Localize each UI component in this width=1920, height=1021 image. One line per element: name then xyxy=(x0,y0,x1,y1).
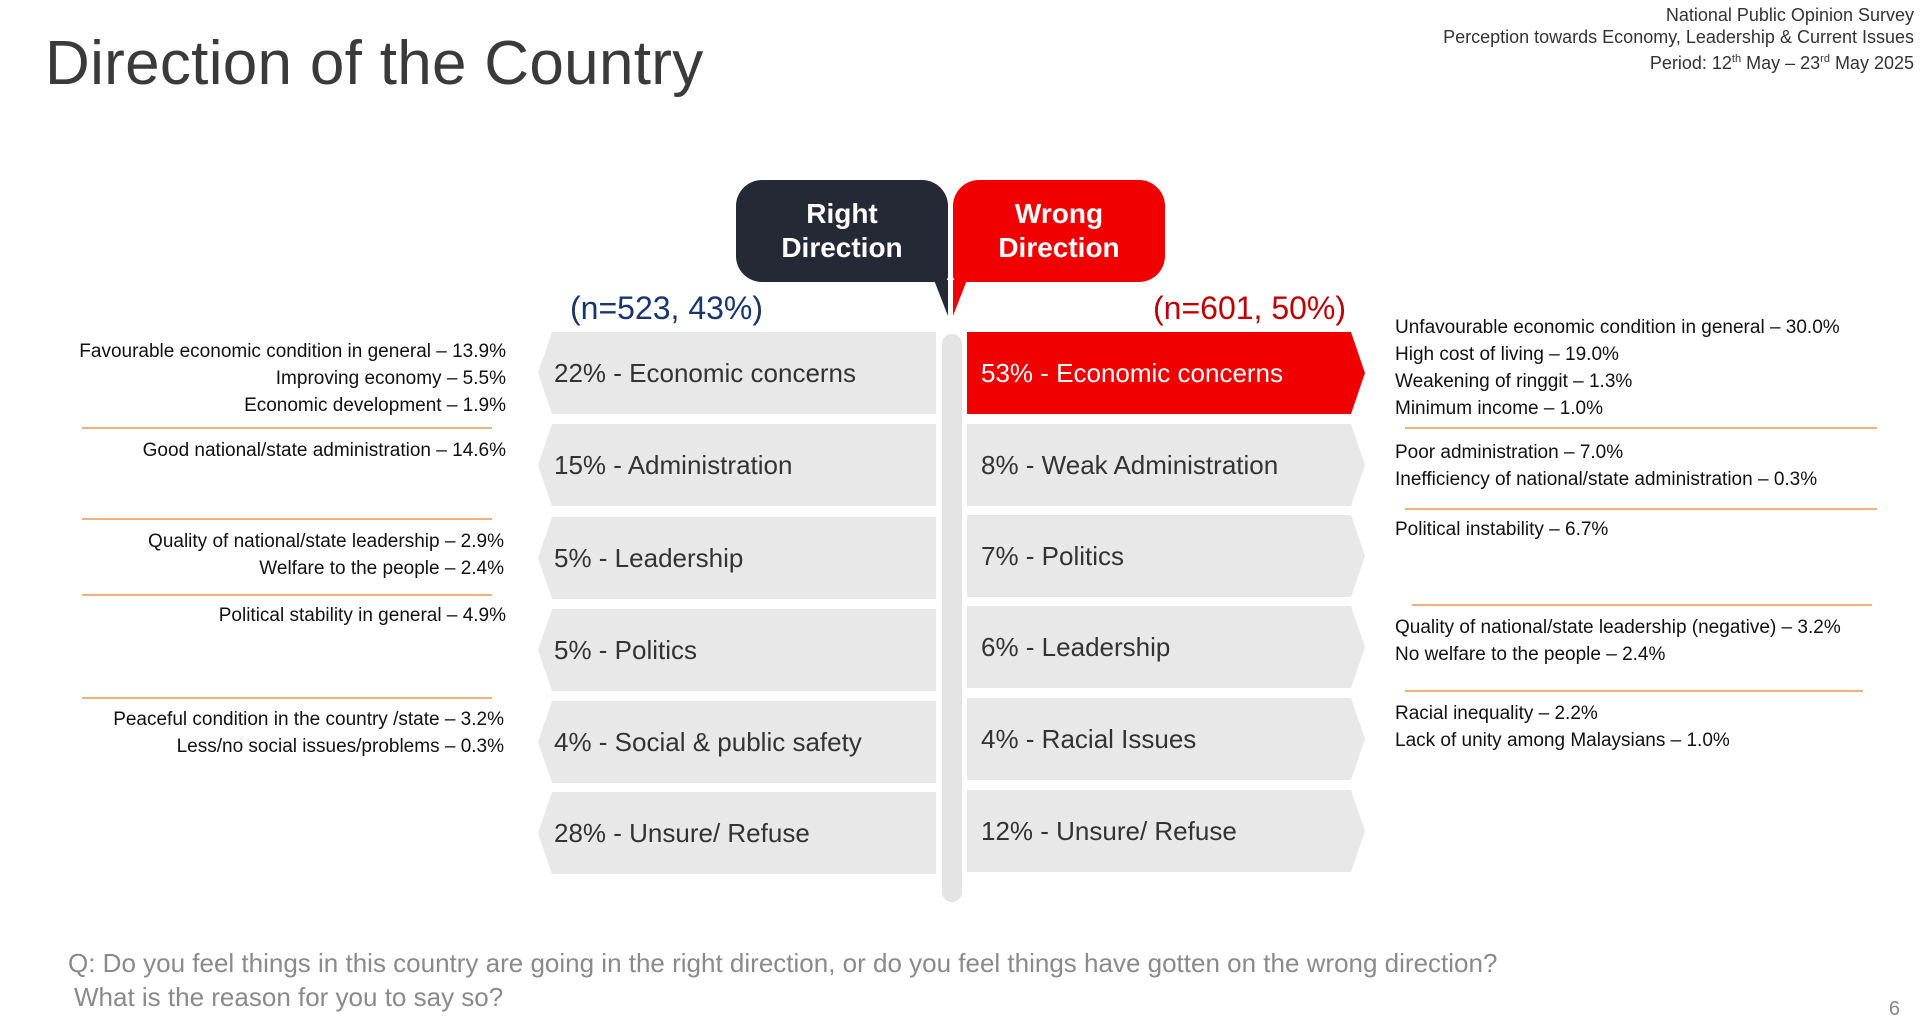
right-reasons-leadership: Quality of national/state leadership – 2… xyxy=(148,531,504,579)
page-number: 6 xyxy=(1888,998,1900,1020)
divider-line xyxy=(82,697,492,699)
right-reasons-politics: Political stability in general – 4.9% xyxy=(218,605,506,626)
wrong-reasons-racial: Racial inequality – 2.2% Lack of unity a… xyxy=(1395,703,1730,751)
right-reasons-economic: Favourable economic condition in general… xyxy=(79,341,506,416)
right-reasons-social: Peaceful condition in the country /state… xyxy=(113,709,504,757)
wrong-category-administration: 8% - Weak Administration xyxy=(967,424,1365,506)
right-category-unsure: 28% - Unsure/ Refuse xyxy=(538,792,936,874)
wrong-category-unsure: 12% - Unsure/ Refuse xyxy=(967,790,1365,872)
right-direction-tab: Right Direction xyxy=(736,180,948,316)
divider-line xyxy=(82,594,492,596)
wrong-category-leadership: 6% - Leadership xyxy=(967,606,1365,688)
wrong-category-economic: 53% - Economic concerns xyxy=(967,332,1365,414)
survey-period: Period: 12th May – 23rd May 2025 xyxy=(1649,53,1914,73)
right-category-economic: 22% - Economic concerns xyxy=(538,332,936,414)
wrong-reasons-politics: Political instability – 6.7% xyxy=(1395,519,1609,540)
wrong-reasons-leadership: Quality of national/state leadership (ne… xyxy=(1395,617,1841,665)
divider-line xyxy=(82,518,492,520)
survey-question: Q: Do you feel things in this country ar… xyxy=(68,948,1498,1012)
right-direction-sample: (n=523, 43%) xyxy=(570,290,764,326)
right-category-administration: 15% - Administration xyxy=(538,424,936,506)
divider-line xyxy=(1405,427,1877,429)
survey-subtitle: Perception towards Economy, Leadership &… xyxy=(1443,27,1914,47)
wrong-direction-sample: (n=601, 50%) xyxy=(1153,290,1347,326)
wrong-category-politics: 7% - Politics xyxy=(967,515,1365,597)
divider-line xyxy=(1405,508,1877,510)
center-divider-bar xyxy=(942,334,962,902)
right-reasons-administration: Good national/state administration – 14.… xyxy=(142,440,506,461)
right-category-social: 4% - Social & public safety xyxy=(538,701,936,783)
wrong-direction-tab: Wrong Direction xyxy=(953,180,1165,316)
right-category-politics: 5% - Politics xyxy=(538,609,936,691)
page-title: Direction of the Country xyxy=(45,29,704,98)
wrong-category-racial: 4% - Racial Issues xyxy=(967,698,1365,780)
divider-line xyxy=(1405,690,1863,692)
divider-line xyxy=(1412,604,1872,606)
survey-header: National Public Opinion Survey Perceptio… xyxy=(1443,4,1914,74)
right-category-leadership: 5% - Leadership xyxy=(538,517,936,599)
divider-line xyxy=(82,427,492,429)
wrong-reasons-economic: Unfavourable economic condition in gener… xyxy=(1395,317,1840,419)
wrong-reasons-administration: Poor administration – 7.0% Inefficiency … xyxy=(1395,442,1818,490)
survey-name: National Public Opinion Survey xyxy=(1665,5,1914,25)
